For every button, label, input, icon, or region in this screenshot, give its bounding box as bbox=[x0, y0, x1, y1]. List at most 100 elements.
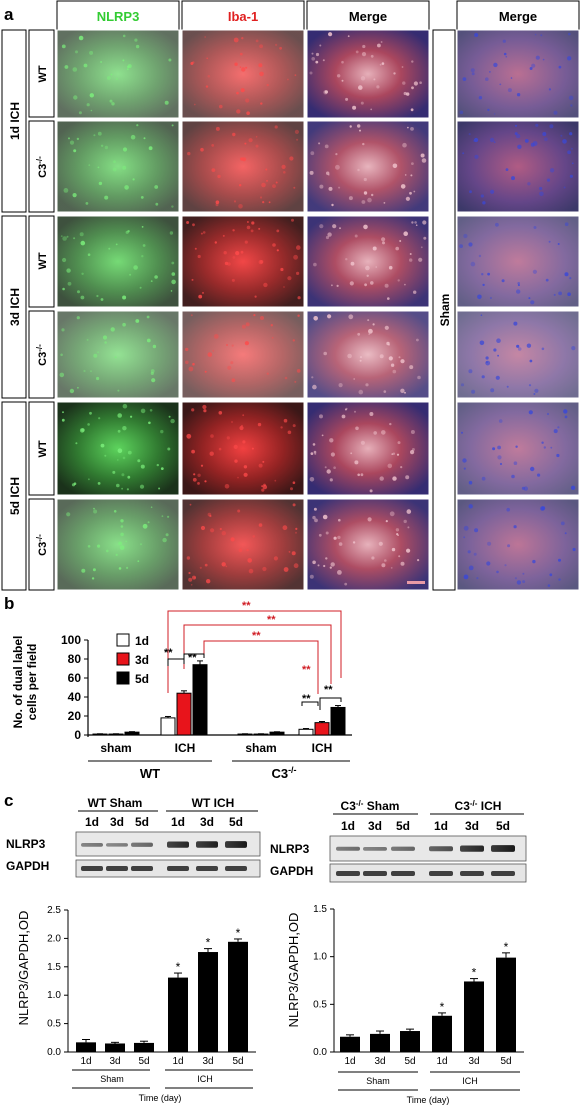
c3-nlrp3-band bbox=[336, 846, 360, 851]
micrograph-cell-dot bbox=[474, 528, 479, 533]
micrograph-cell-dot bbox=[245, 98, 250, 103]
micrograph-cell-dot bbox=[192, 575, 196, 580]
micrograph-cell-dot bbox=[533, 393, 536, 395]
micrograph-cell-dot bbox=[147, 521, 150, 524]
chart-b-sig-brackets bbox=[167, 610, 342, 710]
micrograph-cell-dot bbox=[370, 108, 373, 111]
c3-blot: C3-/- Sham C3-/- ICH 1d 3d 5d 1d 3d 5d N… bbox=[270, 799, 527, 883]
c3-nlrp3-band bbox=[491, 845, 515, 852]
micrograph-cell-dot bbox=[122, 147, 128, 152]
micrograph-frame bbox=[306, 215, 430, 308]
micrograph-nlrp3-5 bbox=[57, 402, 179, 495]
wt-chart-ytick-label: 2.0 bbox=[47, 933, 61, 944]
micrograph-cell-dot bbox=[231, 278, 235, 282]
micrograph-cell-dot bbox=[261, 182, 266, 188]
micrograph-cell-dot bbox=[68, 137, 70, 140]
micrograph-cell-dot bbox=[409, 258, 413, 262]
micrograph-cell-dot bbox=[326, 469, 331, 474]
micrograph-cell-dot bbox=[312, 443, 316, 446]
c3-chart: 0.0 0.5 1.0 1.5 1d 3d 5d * 1d * 3d * 5d bbox=[313, 904, 524, 1067]
micrograph-cell-dot bbox=[548, 240, 551, 243]
wt-blot-lane-4: 1d bbox=[171, 815, 185, 829]
micrograph-cell-dot bbox=[238, 204, 243, 209]
micrograph-cell-dot bbox=[381, 62, 385, 65]
micrograph-cell-dot bbox=[97, 482, 101, 485]
micrograph-cell-dot bbox=[141, 255, 144, 258]
micrograph-cell-dot bbox=[239, 425, 244, 431]
time-group-5d: 5d ICH bbox=[8, 477, 22, 515]
c3-chart-bar-4 bbox=[432, 1015, 452, 1052]
micrograph-cell-dot bbox=[489, 137, 495, 143]
micrograph-cell-dot bbox=[282, 525, 288, 531]
micrograph-cell-dot bbox=[112, 470, 116, 474]
c3-blot-lane-2: 3d bbox=[368, 819, 382, 833]
micrograph-cell-dot bbox=[365, 265, 370, 271]
micrograph-cell-dot bbox=[482, 201, 486, 205]
micrograph-cell-dot bbox=[77, 386, 79, 389]
micrograph-cell-dot bbox=[468, 504, 473, 509]
micrograph-cell-dot bbox=[248, 568, 254, 574]
micrograph-cell-dot bbox=[106, 76, 111, 80]
micrograph-cell-dot bbox=[560, 134, 563, 137]
c3-chart-xtick-label: 1d bbox=[344, 1056, 355, 1067]
micrograph-cell-dot bbox=[399, 240, 402, 242]
micrograph-cell-dot bbox=[251, 447, 254, 450]
wt-chart-xtick-label: 5d bbox=[232, 1056, 243, 1067]
micrograph-cell-dot bbox=[227, 365, 232, 370]
micrograph-cell-dot bbox=[549, 573, 553, 577]
micrograph-cell-dot bbox=[238, 548, 243, 553]
c3-blot-gapdh-membrane bbox=[329, 863, 527, 883]
group-label-c3-sham: sham bbox=[245, 741, 276, 755]
chart-b-ytick-label: 80 bbox=[68, 652, 82, 666]
micrograph-cell-dot bbox=[69, 388, 75, 394]
micrograph-cell-dot bbox=[215, 203, 219, 207]
header-merge-sham-box bbox=[456, 0, 580, 31]
micrograph-cell-dot bbox=[384, 325, 389, 330]
chart-b-bar-3d-4 bbox=[314, 722, 330, 736]
micrograph-cell-dot bbox=[262, 460, 265, 463]
micrograph-cell-dot bbox=[524, 139, 529, 143]
micrograph-cell-dot bbox=[528, 297, 531, 300]
micrograph-cell-dot bbox=[397, 279, 400, 282]
micrograph-grid bbox=[56, 29, 580, 591]
micrograph-cell-dot bbox=[309, 170, 314, 175]
micrograph-cell-dot bbox=[258, 523, 263, 527]
micrograph-frame bbox=[456, 215, 580, 308]
micrograph-cell-dot bbox=[96, 376, 100, 381]
micrograph-cell-dot bbox=[405, 475, 410, 480]
micrograph-cell-dot bbox=[485, 356, 489, 360]
micrograph-frame bbox=[181, 29, 305, 119]
micrograph-cell-dot bbox=[570, 104, 573, 107]
c3-blot-header-sham-sup: -/- bbox=[356, 799, 364, 808]
micrograph-cell-dot bbox=[148, 421, 151, 425]
time-group-1d-box bbox=[1, 29, 27, 213]
micrograph-cell-dot bbox=[331, 284, 333, 287]
micrograph-cell-dot bbox=[572, 162, 574, 165]
micrograph-cell-dot bbox=[292, 503, 296, 507]
micrograph-cell-dot bbox=[337, 74, 341, 78]
micrograph-cell-dot bbox=[360, 473, 364, 477]
micrograph-cell-dot bbox=[273, 556, 278, 561]
micrograph-cell-dot bbox=[567, 292, 571, 297]
micrograph-cell-dot bbox=[341, 414, 346, 419]
micrograph-cell-dot bbox=[564, 272, 569, 277]
micrograph-cell-dot bbox=[380, 41, 383, 43]
micrograph-frame bbox=[306, 29, 430, 119]
micrograph-cell-dot bbox=[529, 67, 533, 70]
wt-chart-sig-star: * bbox=[176, 960, 181, 974]
micrograph-cell-dot bbox=[67, 281, 72, 286]
micrograph-cell-dot bbox=[77, 290, 80, 294]
micrograph-cell-dot bbox=[295, 531, 297, 534]
micrograph-cell-dot bbox=[218, 447, 222, 451]
micrograph-cell-dot bbox=[279, 46, 282, 50]
micrograph-cell-dot bbox=[529, 359, 533, 363]
micrograph-cell-dot bbox=[239, 66, 242, 68]
micrograph-cell-dot bbox=[327, 173, 330, 176]
micrograph-cell-dot bbox=[541, 347, 545, 351]
black-bracket-3 bbox=[301, 701, 319, 706]
red-bracket-3 bbox=[203, 640, 319, 694]
micrograph-cell-dot bbox=[127, 230, 130, 233]
micrograph-frame bbox=[456, 401, 580, 496]
micrograph-cell-dot bbox=[146, 338, 151, 343]
micrograph-frame bbox=[56, 310, 180, 399]
